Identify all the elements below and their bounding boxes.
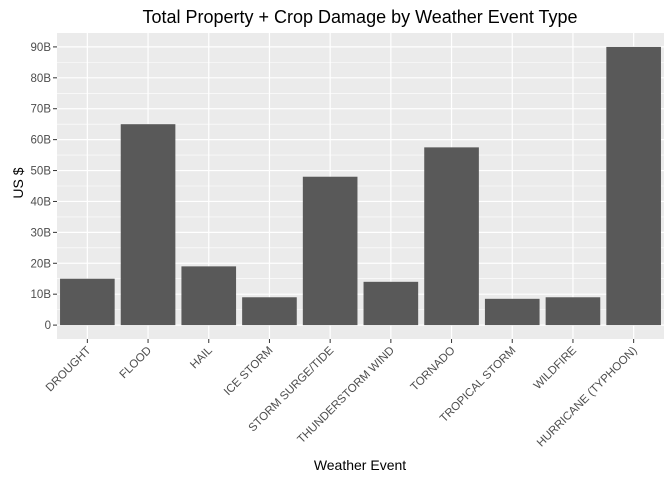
x-tick-label: DROUGHT (44, 345, 94, 395)
bar-ice-storm (242, 297, 297, 326)
y-tick-label: 40B (31, 196, 52, 208)
x-tick-label: THUNDERSTORM WIND (296, 345, 397, 446)
y-tick-label: 10B (31, 289, 52, 301)
x-tick-label: TORNADO (409, 345, 458, 394)
y-axis-title: US $ (10, 167, 26, 198)
y-tick-label: 20B (31, 258, 52, 270)
x-axis-title: Weather Event (314, 457, 406, 473)
bar-tropical-storm (484, 298, 540, 326)
bar-flood (120, 124, 176, 326)
bar-hail (181, 266, 237, 326)
bar-thunderstorm-wind (363, 281, 419, 326)
y-tick-label: 60B (31, 135, 52, 147)
bar-wildfire (545, 297, 601, 326)
y-tick-label: 50B (31, 166, 52, 178)
y-tick-label: 80B (31, 73, 52, 85)
x-tick-label: ICE STORM (222, 345, 276, 399)
y-tick-label: 70B (31, 104, 52, 116)
x-tick-label: FLOOD (118, 345, 155, 382)
bar-hurricane-typhoon (606, 46, 661, 326)
chart-title: Total Property + Crop Damage by Weather … (142, 7, 577, 27)
bar-tornado (424, 147, 479, 326)
x-tick-label: WILDFIRE (532, 344, 580, 392)
plot-panel (57, 33, 664, 339)
x-tick-label: HAIL (188, 344, 215, 371)
y-tick-label: 90B (31, 42, 52, 54)
bar-drought (60, 278, 115, 326)
y-axis: 0 10B 20B 30B 40B 50B 60B 70B 80B 90B (31, 42, 57, 332)
y-tick-label: 0 (45, 320, 51, 332)
bar-storm-surge-tide (302, 176, 358, 326)
y-tick-label: 30B (31, 227, 52, 239)
x-tick-label: HURRICANE (TYPHOON) (535, 345, 640, 450)
